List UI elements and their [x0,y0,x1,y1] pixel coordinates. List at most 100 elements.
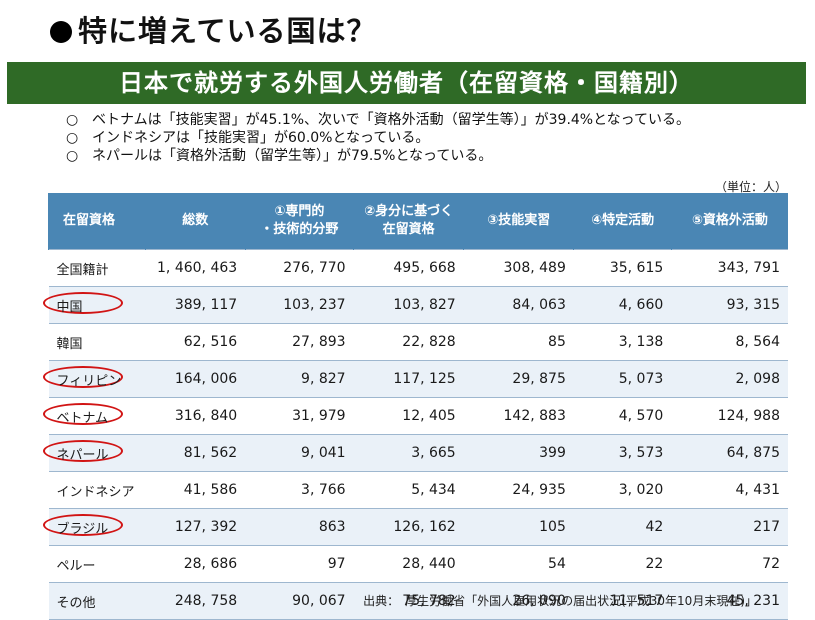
table-cell: 3, 573 [573,434,672,472]
table-cell: 863 [245,508,354,546]
table-cell: 3, 020 [573,471,672,509]
table-cell: 41, 586 [145,471,246,509]
table-cell: 4, 431 [671,471,788,509]
table-cell: 35, 615 [573,249,672,287]
red-circle-highlight [42,403,123,425]
note-item: ○ インドネシアは「技能実習」が60.0%となっている。 [66,129,690,147]
red-circle-highlight [42,292,123,314]
row-label: フィリピン [42,360,146,398]
table-cell: 4, 660 [573,286,672,324]
row-label: 全国籍計 [48,249,146,287]
table-cell: 248, 758 [145,582,246,620]
header-status-based: ②身分に基づく 在留資格 [353,193,464,250]
table-cell: 29, 875 [463,360,574,398]
unit-label: （単位：人） [714,180,787,194]
red-circle-highlight [42,440,123,462]
table-cell: 97 [245,545,354,583]
table-cell: 8, 564 [671,323,788,361]
row-label: ペルー [48,545,146,583]
circle-mark-icon: ○ [66,130,79,146]
country-name: ペルー [56,558,96,574]
table-cell: 389, 117 [145,286,246,324]
header-status: 在留資格 [48,193,146,250]
table-cell: 54 [463,545,574,583]
table-cell: 84, 063 [463,286,574,324]
table-cell: 62, 516 [145,323,246,361]
title-banner: 日本で就労する外国人労働者（在留資格・国籍別） [7,62,806,104]
table-row: 韓国 62, 516 27, 893 22, 828 85 3, 138 8, 564 [48,323,788,361]
country-name: インドネシア [56,484,135,500]
table-cell: 22 [573,545,672,583]
row-label: ネパール [42,434,146,472]
circle-mark-icon: ○ [66,112,79,128]
table-cell: 42 [573,508,672,546]
table-cell: 22, 828 [353,323,464,361]
table-cell: 9, 041 [245,434,354,472]
country-name: 韓国 [56,336,83,352]
table-cell: 103, 237 [245,286,354,324]
country-name: ネパール [56,447,109,463]
page-heading: 特に増えている国は？ [50,8,377,50]
table-cell: 28, 440 [353,545,464,583]
header-total: 総数 [144,193,246,250]
table-cell: 217 [671,508,788,546]
table-cell: 9, 827 [245,360,354,398]
table-row: ブラジル 127, 392 863 126, 162 105 42 217 [42,508,788,546]
table-row: ネパール 81, 562 9, 041 3, 665 399 3, 573 64, 875 [42,434,788,472]
bullet-dot-icon [50,21,72,43]
table-cell: 72 [671,545,788,583]
table-cell: 1, 460, 463 [145,249,246,287]
table-cell: 12, 405 [353,397,464,435]
table-body: 全国籍計 1, 460, 463 276, 770 495, 668 308, 489 3… [42,249,788,620]
table-cell: 105 [463,508,574,546]
table-cell: 124, 988 [671,397,788,435]
table-cell: 27, 893 [245,323,354,361]
table-cell: 5, 073 [573,360,672,398]
country-name: ブラジル [56,521,109,537]
table-cell: 276, 770 [245,249,354,287]
table-cell: 5, 434 [353,471,464,509]
table-cell: 3, 766 [245,471,354,509]
table-cell: 64, 875 [671,434,788,472]
table-row: ペルー 28, 686 97 28, 440 54 22 72 [48,545,788,583]
note-item: ○ ベトナムは「技能実習」が45.1%、次いで「資格外活動（留学生等）」が39.4… [66,111,690,129]
table-row: 全国籍計 1, 460, 463 276, 770 495, 668 308, 489 3… [48,249,788,287]
country-name: 中国 [56,299,83,315]
country-name: 全国籍計 [56,262,109,278]
row-label: 韓国 [48,323,146,361]
row-label: インドネシア [48,471,146,509]
table-cell: 90, 067 [245,582,354,620]
table-row: 中国 389, 117 103, 237 103, 827 84, 063 4, 660 9… [42,286,788,324]
table-cell: 4, 570 [573,397,672,435]
table-cell: 103, 827 [353,286,464,324]
note-text: インドネシアは「技能実習」が60.0%となっている。 [92,130,430,146]
table-cell: 3, 138 [573,323,672,361]
table-cell: 2, 098 [671,360,788,398]
header-technical-intern: ③技能実習 [463,193,574,250]
country-name: ベトナム [56,410,109,426]
source-citation: 出典： 厚生労働省「外国人雇用状況の届出状況(平成30年10月末現在)」 [363,594,757,608]
table-cell: 117, 125 [353,360,464,398]
table-cell: 3, 665 [353,434,464,472]
circle-mark-icon: ○ [66,148,79,164]
table-cell: 308, 489 [463,249,574,287]
table-cell: 31, 979 [245,397,354,435]
row-label: その他 [48,582,146,620]
note-item: ○ ネパールは「資格外活動（留学生等）」が79.5%となっている。 [66,147,690,165]
table-cell: 81, 562 [145,434,246,472]
table-cell: 126, 162 [353,508,464,546]
table-cell: 24, 935 [463,471,574,509]
heading-text: 特に増えている国は？ [78,14,377,48]
table-cell: 316, 840 [145,397,246,435]
table-header-row: 在留資格 総数 ①専門的 ・技術的分野 ②身分に基づく 在留資格 ③技能実習 ④特定… [48,193,788,250]
header-designated: ④特定活動 [573,193,672,250]
table-cell: 93, 315 [671,286,788,324]
table-cell: 85 [463,323,574,361]
table-row: インドネシア 41, 586 3, 766 5, 434 24, 935 3, 020 4,… [48,471,788,509]
table-cell: 164, 006 [145,360,246,398]
row-label: 中国 [42,286,146,324]
header-extra-activity: ⑤資格外活動 [670,193,788,250]
table-row: ベトナム 316, 840 31, 979 12, 405 142, 883 4, 570… [42,397,788,435]
table-cell: 142, 883 [463,397,574,435]
note-text: ベトナムは「技能実習」が45.1%、次いで「資格外活動（留学生等）」が39.4%… [92,112,690,128]
